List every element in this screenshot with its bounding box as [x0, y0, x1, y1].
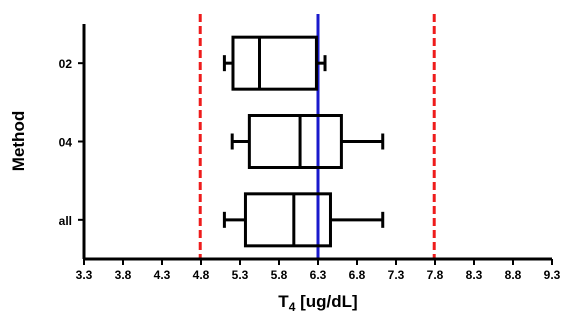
x-axis-title-unit: [ug/dL]: [295, 292, 357, 311]
x-tick-label: 8.8: [505, 268, 522, 282]
box-plots: [222, 35, 385, 248]
x-tick-label: 4.8: [193, 268, 210, 282]
x-tick-label: 4.3: [154, 268, 171, 282]
iqr-box: [231, 35, 318, 91]
box-all: [222, 192, 385, 248]
y-ticks: 02 04 all: [59, 57, 84, 228]
x-ticks: 3.3 3.8 4.3 4.8 5.3 5.8 6.3 6.8 7.3 7.8 8.3 8.8 9.3: [76, 259, 561, 282]
y-axis-title: Method: [9, 111, 28, 171]
x-tick-label: 8.3: [466, 268, 483, 282]
x-tick-label: 3.8: [115, 268, 132, 282]
x-tick-label: 5.3: [232, 268, 249, 282]
x-tick-label: 6.8: [349, 268, 366, 282]
x-tick-label: 6.3: [310, 268, 327, 282]
box-04: [230, 114, 385, 169]
iqr-box: [243, 192, 332, 248]
x-tick-label: 9.3: [544, 268, 561, 282]
box-02: [222, 35, 327, 91]
iqr-box: [247, 114, 343, 169]
x-axis-title-subscript: 4: [289, 300, 296, 314]
x-axis-title: T4 [ug/dL]: [278, 292, 357, 314]
y-tick-label: 04: [59, 136, 73, 150]
x-tick-label: 7.8: [427, 268, 444, 282]
x-tick-label: 5.8: [271, 268, 288, 282]
y-tick-label: all: [59, 214, 72, 228]
x-tick-label: 7.3: [388, 268, 405, 282]
reference-lines: [198, 14, 436, 259]
y-tick-label: 02: [59, 57, 73, 71]
x-tick-label: 3.3: [76, 268, 93, 282]
